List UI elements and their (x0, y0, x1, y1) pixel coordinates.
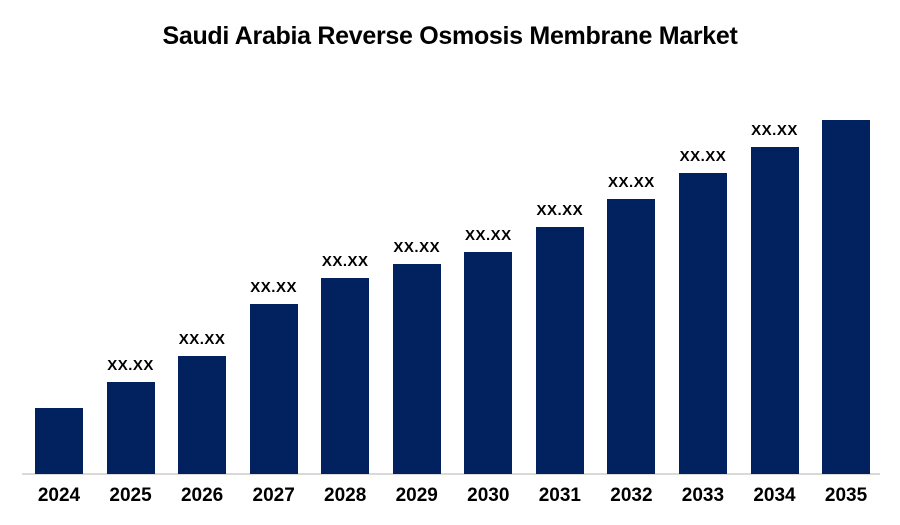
value-label-2029: XX.XX (393, 239, 441, 256)
value-label-2031: XX.XX (536, 202, 584, 219)
value-label-2034: XX.XX (751, 122, 798, 139)
x-tick-2031: 2031 (538, 485, 581, 506)
bar-2027 (249, 304, 298, 474)
value-label-2030: XX.XX (464, 227, 512, 244)
x-axis-line (22, 473, 880, 475)
x-tick-2030: 2030 (467, 485, 510, 506)
x-tick-2035: 2035 (824, 485, 868, 506)
bar-2026 (178, 356, 227, 474)
bar-2028 (321, 278, 370, 474)
value-label-2033: XX.XX (679, 148, 727, 165)
x-tick-2032: 2032 (610, 485, 653, 506)
value-label-2028: XX.XX (321, 253, 369, 270)
value-label-2027: XX.XX (250, 279, 297, 296)
bar-2024 (35, 408, 83, 474)
bar-2033 (678, 173, 727, 474)
value-label-2032: XX.XX (608, 174, 655, 191)
x-tick-2033: 2033 (681, 485, 725, 506)
x-tick-2029: 2029 (395, 485, 438, 506)
bar-2029 (392, 264, 441, 474)
x-tick-2027: 2027 (252, 485, 295, 506)
value-label-2026: XX.XX (178, 331, 226, 348)
bar-2025 (106, 382, 155, 474)
x-tick-2024: 2024 (37, 485, 81, 506)
x-tick-2026: 2026 (180, 485, 224, 506)
x-tick-2034: 2034 (753, 485, 796, 506)
bar-2035 (822, 120, 871, 474)
chart-title: Saudi Arabia Reverse Osmosis Membrane Ma… (162, 22, 738, 50)
x-tick-2025: 2025 (109, 485, 152, 506)
x-tick-2028: 2028 (324, 485, 367, 506)
bar-2032 (607, 199, 656, 474)
bar-2030 (464, 252, 513, 474)
value-label-2025: XX.XX (107, 357, 154, 374)
bar-2034 (750, 147, 799, 474)
bar-2031 (535, 227, 584, 474)
